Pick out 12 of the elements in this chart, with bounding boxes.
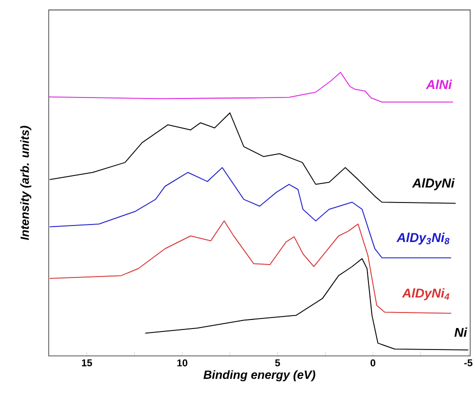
x-tick-label: 15 xyxy=(82,360,92,366)
series-label: Ni xyxy=(454,328,468,338)
x-tick-label: -5 xyxy=(464,360,472,366)
series-label: AlDyNi$_{4}$ xyxy=(402,288,450,300)
x-tick-label: 5 xyxy=(275,360,280,366)
x-axis-title: Binding energy (eV) xyxy=(204,370,316,382)
series-label: AlDy$_{3}$Ni$_{8}$ xyxy=(396,232,450,245)
series-label: AlDyNi xyxy=(412,178,455,190)
y-axis-title: Intensity (arb. units) xyxy=(20,126,32,240)
series-label: AlNi xyxy=(426,80,452,90)
x-tick-label: 0 xyxy=(370,360,376,367)
x-tick-label: 10 xyxy=(177,360,188,367)
